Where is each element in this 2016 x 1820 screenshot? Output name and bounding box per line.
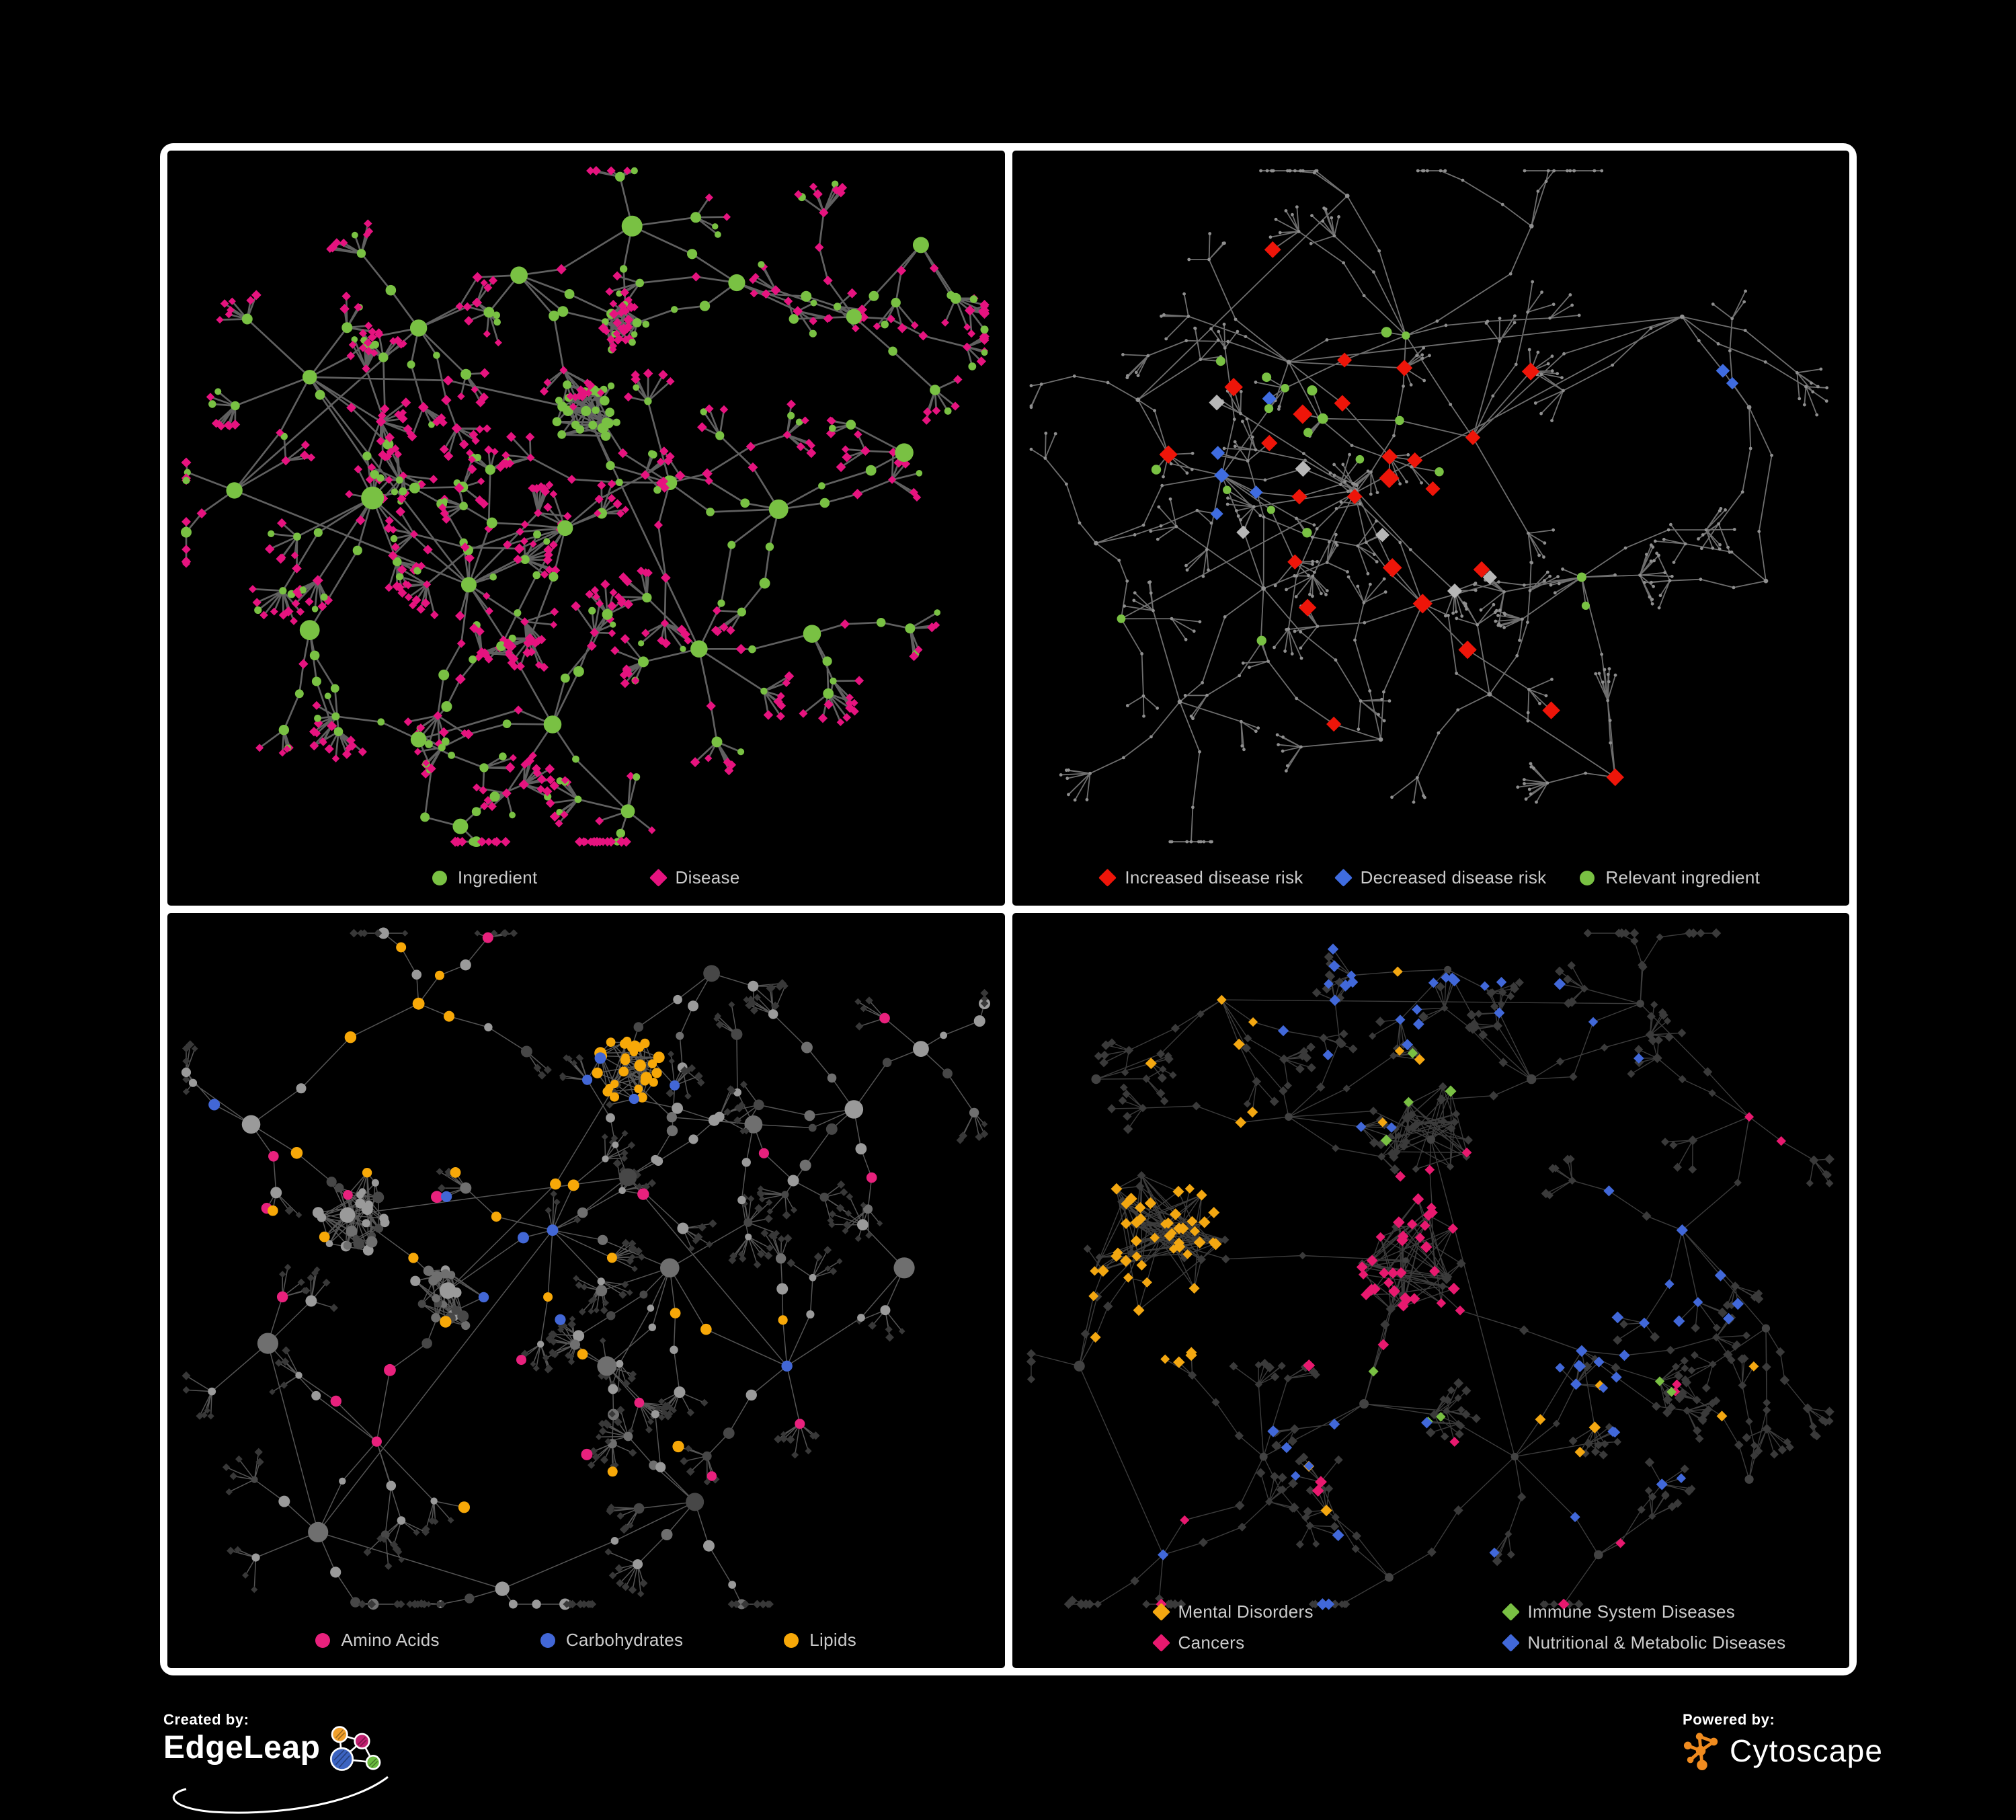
panel-ingredient-disease-network: Ingredient Disease (167, 151, 1005, 906)
legend-ingredient-disease: Ingredient Disease (167, 867, 1005, 888)
legend-nutrient-classes: Amino Acids Carbohydrates Lipids (167, 1630, 1005, 1651)
network-graph-disease-risk (1029, 169, 1828, 844)
cytoscape-brand-row: Cytoscape (1683, 1730, 1883, 1772)
network-graph-nutrient-classes (181, 927, 991, 1610)
circle-marker-icon (540, 1632, 555, 1648)
cytoscape-logo-icon (1683, 1733, 1718, 1770)
diamond-marker-icon (649, 869, 668, 887)
legend-item-carbohydrates: Carbohydrates (540, 1630, 683, 1651)
legend-label: Mental Disorders (1178, 1601, 1314, 1622)
legend-item-amino-acids: Amino Acids (315, 1630, 440, 1651)
network-graph-disease-categories (1026, 928, 1834, 1610)
legend-label: Lipids (809, 1630, 857, 1650)
diamond-marker-icon (1501, 1603, 1520, 1621)
legend-item-increased-disease-risk: Increased disease risk (1098, 867, 1303, 888)
diamond-marker-icon (1501, 1634, 1520, 1652)
panel-nutrient-classes-network: Amino Acids Carbohydrates Lipids (167, 913, 1005, 1668)
cytoscape-credit: Powered by: Cytoscape (1683, 1711, 1883, 1772)
panel-disease-categories-network: Mental Disorders Immune System Diseases Ca… (1012, 913, 1849, 1668)
legend-item-disease: Disease (649, 867, 740, 888)
legend-label: Disease (675, 867, 740, 887)
panels-frame: Ingredient Disease Increased disease risk… (160, 143, 1857, 1675)
legend-label: Amino Acids (341, 1630, 440, 1650)
legend-item-lipids: Lipids (784, 1630, 856, 1651)
legend-label: Cancers (1178, 1632, 1245, 1653)
created-by-label: Created by: (163, 1711, 249, 1728)
diamond-marker-icon (1334, 869, 1353, 887)
diamond-marker-icon (1098, 869, 1117, 887)
legend-item-cancers: Cancers (1152, 1632, 1245, 1653)
legend-label: Ingredient (457, 867, 538, 887)
legend-label: Immune System Diseases (1527, 1601, 1736, 1622)
legend-item-immune-system-diseases: Immune System Diseases (1501, 1601, 1736, 1622)
cytoscape-brand-text: Cytoscape (1730, 1733, 1884, 1768)
legend-label: Decreased disease risk (1360, 867, 1547, 887)
legend-item-ingredient: Ingredient (432, 867, 538, 888)
legend-label: Nutritional & Metabolic Diseases (1527, 1632, 1786, 1653)
legend-label: Relevant ingredient (1605, 867, 1761, 887)
legend-label: Increased disease risk (1125, 867, 1303, 887)
circle-marker-icon (784, 1632, 799, 1648)
legend-disease-risk: Increased disease risk Decreased disease … (1012, 867, 1850, 888)
edgeleap-brand-text: EdgeLeap (163, 1730, 321, 1766)
diamond-marker-icon (1152, 1634, 1170, 1652)
legend-disease-categories: Mental Disorders Immune System Diseases Ca… (1152, 1601, 1786, 1653)
powered-by-label: Powered by: (1683, 1711, 1775, 1728)
network-graph-ingredient-disease (180, 165, 990, 847)
diamond-marker-icon (1152, 1603, 1170, 1621)
legend-item-mental-disorders: Mental Disorders (1152, 1601, 1314, 1622)
panel-disease-risk-network: Increased disease risk Decreased disease … (1012, 151, 1850, 906)
legend-item-relevant-ingredient: Relevant ingredient (1580, 867, 1760, 888)
legend-item-nutritional-metabolic-diseases: Nutritional & Metabolic Diseases (1501, 1632, 1786, 1653)
edgeleap-logo-icon (330, 1726, 381, 1771)
circle-marker-icon (315, 1632, 331, 1648)
edgeleap-credit: Created by: EdgeLeap (163, 1711, 405, 1814)
edgeleap-brand-row: EdgeLeap (163, 1726, 405, 1814)
legend-label: Carbohydrates (565, 1630, 684, 1650)
circle-marker-icon (1580, 870, 1595, 885)
legend-item-decreased-disease-risk: Decreased disease risk (1334, 867, 1547, 888)
circle-marker-icon (432, 870, 447, 885)
